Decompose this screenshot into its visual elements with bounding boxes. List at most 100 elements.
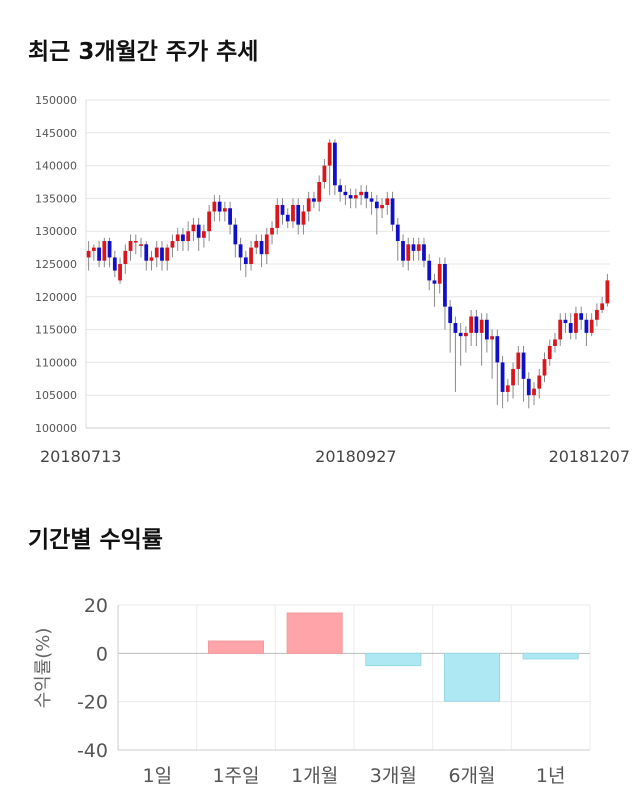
candle-body xyxy=(558,319,563,340)
price-chart-title: 최근 3개월간 주가 추세 xyxy=(28,39,259,65)
price-candle xyxy=(511,362,515,399)
price-candle xyxy=(275,198,280,235)
price-candle xyxy=(542,352,547,383)
price-candle xyxy=(91,244,96,261)
price-candle xyxy=(348,188,353,209)
candle-body xyxy=(301,211,306,225)
candle-body xyxy=(243,257,248,264)
candle-body xyxy=(312,198,316,202)
candle-body xyxy=(270,227,274,235)
price-candle xyxy=(443,257,447,330)
price-candle xyxy=(322,159,327,189)
returns-bar xyxy=(365,652,422,667)
price-candle xyxy=(118,257,122,284)
candle-body xyxy=(196,224,201,238)
candle-body xyxy=(595,309,599,320)
price-candle xyxy=(521,346,526,402)
returns-x-tick-label: 1년 xyxy=(536,765,566,787)
returns-y-axis-label: 수익률(%) xyxy=(33,628,54,709)
price-candle xyxy=(369,191,374,215)
price-y-tick-label: 110000 xyxy=(35,356,77,369)
returns-y-tick-label: 20 xyxy=(84,595,108,617)
candle-body xyxy=(149,257,154,261)
price-candle xyxy=(584,313,589,346)
candle-body xyxy=(228,208,232,225)
price-candle xyxy=(380,198,384,219)
candle-body xyxy=(259,241,264,255)
candle-body xyxy=(291,204,295,222)
candle-body xyxy=(238,244,243,258)
returns-chart-y-tick-labels: 20 0 -20 -40 xyxy=(77,595,108,762)
price-candle xyxy=(181,227,185,251)
price-candle xyxy=(374,195,379,235)
candle-body xyxy=(102,241,107,261)
price-candle xyxy=(558,313,563,346)
candle-body xyxy=(186,231,191,242)
price-candle xyxy=(243,250,248,278)
price-candle xyxy=(474,309,479,346)
price-candle xyxy=(202,224,206,248)
price-y-tick-label: 105000 xyxy=(35,389,77,402)
candle-body xyxy=(553,339,557,346)
price-x-tick-label: 20181207 xyxy=(549,447,630,466)
price-candlestick-chart: 100000 105000 110000 115000 120000 125000 1300… xyxy=(35,94,630,466)
price-candle xyxy=(495,329,500,406)
price-candle xyxy=(327,139,332,196)
price-candle xyxy=(500,355,505,409)
candle-body xyxy=(563,319,568,324)
candle-body xyxy=(521,352,526,379)
price-candle xyxy=(86,241,91,271)
candle-body xyxy=(427,260,432,281)
candle-body xyxy=(359,191,363,196)
price-candle xyxy=(385,191,390,215)
price-candle xyxy=(484,313,489,353)
price-candle xyxy=(422,237,426,268)
candle-body xyxy=(374,201,379,209)
price-candle xyxy=(605,273,610,307)
price-candle xyxy=(165,244,170,271)
price-candle xyxy=(217,195,222,222)
candle-body xyxy=(474,316,479,333)
candle-body xyxy=(175,234,180,242)
candle-body xyxy=(500,362,505,392)
price-candle xyxy=(233,218,238,258)
price-y-tick-label: 130000 xyxy=(35,225,77,238)
candle-body xyxy=(395,224,400,242)
candle-body xyxy=(484,319,489,340)
price-candle xyxy=(112,250,117,278)
price-candle xyxy=(589,313,594,337)
candle-body xyxy=(579,313,584,320)
price-candle xyxy=(406,237,411,271)
price-candle xyxy=(238,237,243,271)
price-candle xyxy=(390,191,395,232)
candle-body xyxy=(526,378,531,396)
candle-body xyxy=(133,241,138,243)
price-candle xyxy=(338,178,343,202)
candle-body xyxy=(348,195,353,199)
price-candle xyxy=(568,313,573,340)
returns-chart-bars xyxy=(207,612,579,702)
price-candle xyxy=(254,234,259,255)
price-candle xyxy=(270,221,274,245)
price-candle xyxy=(306,191,311,222)
returns-x-tick-label: 1주일 xyxy=(212,765,259,787)
price-candle xyxy=(259,234,264,268)
candle-body xyxy=(306,198,311,212)
candle-body xyxy=(406,244,411,261)
candle-body xyxy=(191,224,196,232)
price-candle xyxy=(395,218,400,261)
price-candle xyxy=(212,195,217,222)
price-candle xyxy=(595,303,599,327)
candle-body xyxy=(333,142,337,186)
returns-y-tick-label: -20 xyxy=(77,692,108,714)
returns-chart-title: 기간별 수익률 xyxy=(28,527,163,553)
candle-body xyxy=(91,247,96,251)
price-candle xyxy=(458,323,463,366)
price-candle xyxy=(469,309,474,346)
candle-body xyxy=(285,214,290,222)
candle-body xyxy=(469,316,474,333)
price-candle xyxy=(133,234,138,255)
candle-body xyxy=(589,319,594,333)
candle-body xyxy=(600,303,605,310)
returns-chart-x-tick-labels: 1일 1주일 1개월 3개월 6개월 1년 xyxy=(143,765,566,787)
